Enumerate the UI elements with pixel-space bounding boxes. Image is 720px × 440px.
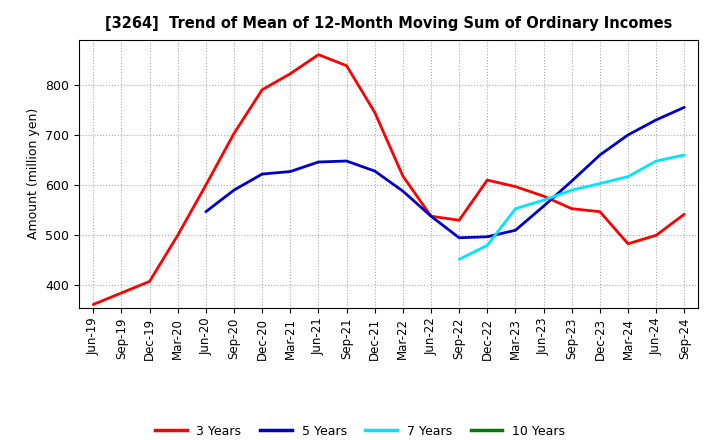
- 3 Years: [455, 217, 464, 223]
- 3 Years: [427, 213, 436, 219]
- 3 Years: [145, 279, 154, 284]
- Line: 3 Years: 3 Years: [94, 55, 684, 304]
- 7 Years: [624, 174, 632, 179]
- 3 Years: [230, 131, 238, 136]
- 7 Years: [511, 206, 520, 211]
- 3 Years: [89, 302, 98, 307]
- 3 Years: [567, 206, 576, 211]
- 7 Years: [652, 158, 660, 164]
- 5 Years: [230, 187, 238, 193]
- 5 Years: [370, 169, 379, 174]
- 3 Years: [202, 183, 210, 188]
- 3 Years: [174, 233, 182, 238]
- 5 Years: [258, 172, 266, 177]
- 3 Years: [511, 184, 520, 189]
- 3 Years: [286, 71, 294, 77]
- 7 Years: [595, 181, 604, 186]
- 5 Years: [286, 169, 294, 174]
- 7 Years: [680, 152, 688, 158]
- 7 Years: [455, 257, 464, 262]
- 3 Years: [314, 52, 323, 57]
- Line: 5 Years: 5 Years: [206, 107, 684, 238]
- 5 Years: [680, 105, 688, 110]
- 7 Years: [539, 198, 548, 203]
- 3 Years: [483, 177, 492, 183]
- 5 Years: [202, 209, 210, 214]
- 5 Years: [314, 159, 323, 165]
- 5 Years: [483, 234, 492, 239]
- 3 Years: [595, 209, 604, 214]
- 5 Years: [511, 227, 520, 233]
- 5 Years: [455, 235, 464, 240]
- 5 Years: [567, 179, 576, 184]
- 3 Years: [652, 233, 660, 238]
- 5 Years: [652, 117, 660, 122]
- 7 Years: [483, 242, 492, 248]
- 5 Years: [427, 213, 436, 219]
- 3 Years: [342, 63, 351, 68]
- 5 Years: [399, 188, 408, 194]
- 3 Years: [624, 241, 632, 246]
- 5 Years: [342, 158, 351, 164]
- 3 Years: [117, 290, 126, 296]
- 5 Years: [595, 152, 604, 158]
- 3 Years: [258, 87, 266, 92]
- 3 Years: [399, 173, 408, 179]
- Title: [3264]  Trend of Mean of 12-Month Moving Sum of Ordinary Incomes: [3264] Trend of Mean of 12-Month Moving …: [105, 16, 672, 32]
- Line: 7 Years: 7 Years: [459, 155, 684, 259]
- 3 Years: [680, 212, 688, 217]
- 3 Years: [370, 110, 379, 115]
- 5 Years: [624, 132, 632, 138]
- Legend: 3 Years, 5 Years, 7 Years, 10 Years: 3 Years, 5 Years, 7 Years, 10 Years: [150, 420, 570, 440]
- 3 Years: [539, 194, 548, 199]
- Y-axis label: Amount (million yen): Amount (million yen): [27, 108, 40, 239]
- 7 Years: [567, 187, 576, 193]
- 5 Years: [539, 204, 548, 209]
